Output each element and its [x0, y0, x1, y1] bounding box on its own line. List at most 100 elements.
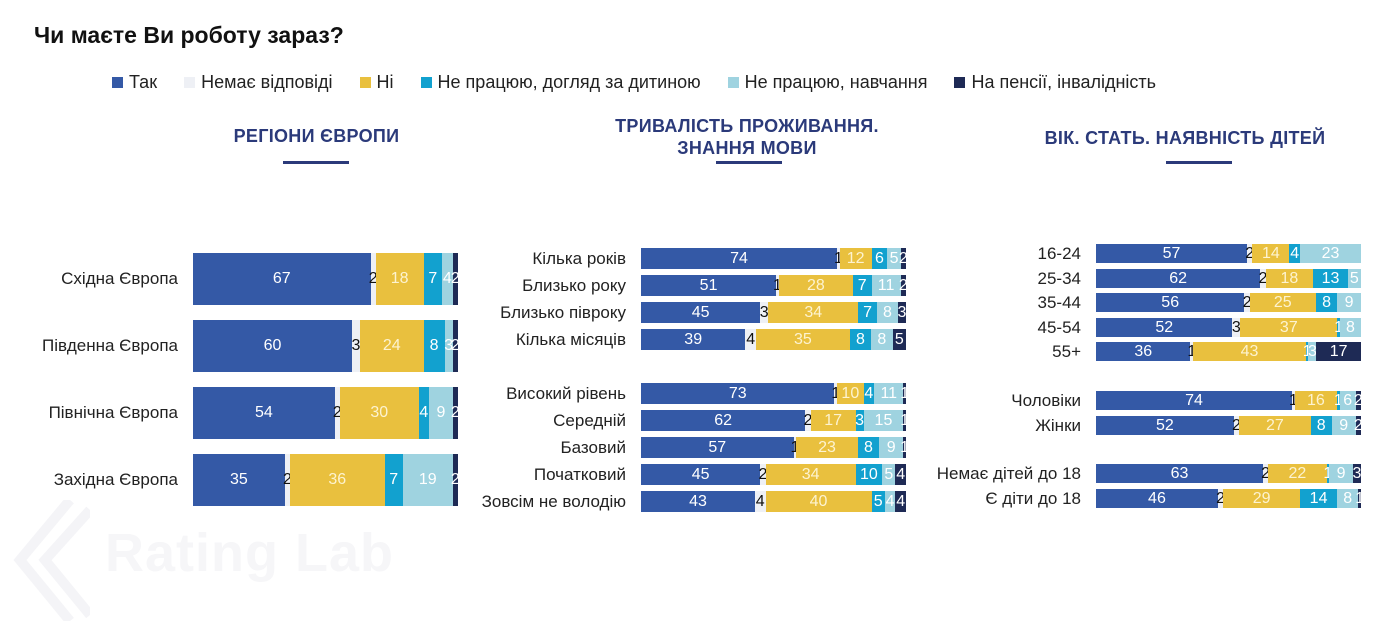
legend: Так Немає відповіді Ні Не працюю, догляд… [112, 72, 1183, 93]
data-label: 4 [896, 492, 906, 510]
data-label: 3 [1231, 318, 1241, 336]
data-label: 3 [897, 303, 907, 321]
data-label: 2 [803, 411, 813, 429]
stacked-bar: 52 3 37 1 8 [1096, 318, 1361, 337]
data-label: 57 [1162, 244, 1181, 262]
stacked-bar: 39 4 35 8 8 5 [641, 329, 906, 350]
bar-segment-childcare: 5 [871, 491, 885, 512]
section-title-demographics: ВІК. СТАТЬ. НАЯВНІСТЬ ДІТЕЙ [1044, 128, 1326, 148]
bar-segment-no-answer: 4 [754, 491, 766, 512]
data-label: 43 [1240, 342, 1259, 360]
data-label: 17 [1329, 342, 1348, 360]
legend-label: Не працюю, догляд за дитиною [437, 72, 701, 92]
stacked-bar: 54 2 30 4 9 2 [193, 387, 460, 439]
bar-segment-study: 15 [863, 410, 904, 431]
data-label: 3 [855, 411, 865, 429]
bar-segment-pension: 4 [895, 491, 906, 512]
category-label: 35-44 [1037, 292, 1081, 312]
data-label: 16 [1307, 391, 1325, 409]
stacked-bar: 57 1 23 8 9 1 [641, 437, 909, 458]
category-label: 16-24 [1037, 243, 1081, 263]
data-label: 52 [1156, 416, 1174, 434]
bar-segment-no-answer: 2 [1216, 489, 1225, 508]
bar-segment-childcare: 7 [858, 302, 877, 323]
bar-segment-yes: 74 [1096, 391, 1293, 410]
bar-segment-study: 8 [1339, 318, 1361, 337]
bar-segment-childcare: 7 [852, 275, 872, 296]
section-rule-duration [716, 161, 782, 164]
bar-segment-study: 23 [1300, 244, 1361, 263]
bar-segment-pension: 3 [1353, 464, 1361, 483]
category-label: 45-54 [1037, 317, 1081, 337]
bar-segment-childcare: 3 [855, 410, 865, 431]
category-label: Початковий [533, 464, 626, 484]
bar-segment-no-answer: 2 [1245, 244, 1254, 263]
data-label: 3 [444, 337, 454, 354]
data-label: 6 [875, 249, 884, 267]
stacked-bar: 67 2 18 7 4 2 [193, 253, 460, 305]
stacked-bar: 57 2 14 4 23 [1096, 244, 1361, 263]
data-label: 12 [846, 249, 865, 267]
bar-segment-yes: 67 [193, 253, 371, 305]
bar-segment-no-answer: 4 [745, 329, 757, 350]
data-label: 52 [1155, 318, 1174, 336]
legend-label: Так [129, 72, 158, 92]
bar-segment-no-answer: 1 [831, 383, 840, 404]
bar-segment-yes: 36 [1096, 342, 1191, 361]
data-label: 30 [370, 404, 389, 421]
data-label: 2 [1232, 416, 1241, 434]
bar-segment-childcare: 1 [1303, 342, 1312, 361]
data-label: 74 [1185, 391, 1203, 409]
bar-segment-pension: 2 [1354, 391, 1363, 410]
data-label: 9 [436, 404, 446, 421]
category-label: Кілька місяців [515, 329, 626, 349]
category-label: Немає дітей до 18 [936, 463, 1081, 483]
bar-segment-no: 35 [756, 329, 850, 350]
bar-segment-study: 5 [887, 248, 901, 269]
data-label: 1 [900, 384, 910, 402]
bar-segment-yes: 57 [1096, 244, 1248, 263]
stacked-bar: 46 2 29 14 8 1 [1096, 489, 1364, 508]
bar-segment-no: 37 [1240, 318, 1338, 337]
bar-segment-no-answer: 2 [369, 253, 378, 305]
data-label: 57 [708, 438, 727, 456]
legend-label: На пенсії, інвалідність [971, 72, 1157, 92]
bar-segment-no: 17 [810, 410, 856, 431]
data-label: 1 [1334, 391, 1343, 409]
bar-segment-no: 34 [768, 302, 859, 323]
legend-item-no: Ні [359, 72, 394, 93]
category-label: 55+ [1052, 341, 1081, 361]
bar-segment-no-answer: 1 [834, 248, 843, 269]
data-label: 8 [882, 303, 892, 321]
watermark-logo-icon [13, 500, 90, 621]
data-label: 4 [864, 384, 874, 402]
bar-segment-study: 11 [874, 383, 904, 404]
data-label: 46 [1148, 489, 1166, 507]
bar-segment-no-answer: 2 [1243, 293, 1252, 312]
data-label: 8 [864, 438, 873, 456]
bar-segment-yes: 57 [641, 437, 794, 458]
legend-swatch-childcare [420, 77, 432, 88]
data-label: 39 [684, 330, 703, 348]
data-label: 27 [1265, 416, 1284, 434]
data-label: 1 [773, 276, 782, 294]
bar-segment-study: 9 [1331, 416, 1356, 435]
bar-segment-no-answer: 2 [1259, 269, 1267, 288]
bar-segment-no: 30 [339, 387, 419, 439]
bar-segment-no-answer: 2 [1232, 416, 1241, 435]
data-label: 4 [1290, 244, 1300, 262]
data-label: 37 [1279, 318, 1298, 336]
bar-segment-pension: 5 [892, 329, 906, 350]
data-label: 15 [874, 411, 893, 429]
data-label: 5 [1349, 269, 1359, 287]
bar-segment-pension: 17 [1316, 342, 1361, 361]
bar-segment-yes: 35 [193, 454, 285, 506]
section-title-regions: РЕГІОНИ ЄВРОПИ [233, 126, 400, 146]
bar-segment-study: 19 [402, 454, 453, 506]
data-label: 2 [1261, 464, 1271, 482]
bar-segment-study: 5 [1347, 269, 1361, 288]
data-label: 23 [1321, 244, 1340, 262]
section-title-duration: ТРИВАЛІСТЬ ПРОЖИВАННЯ. ЗНАННЯ МОВИ [577, 115, 917, 159]
legend-label: Немає відповіді [201, 72, 333, 92]
bar-segment-yes: 74 [641, 248, 838, 269]
